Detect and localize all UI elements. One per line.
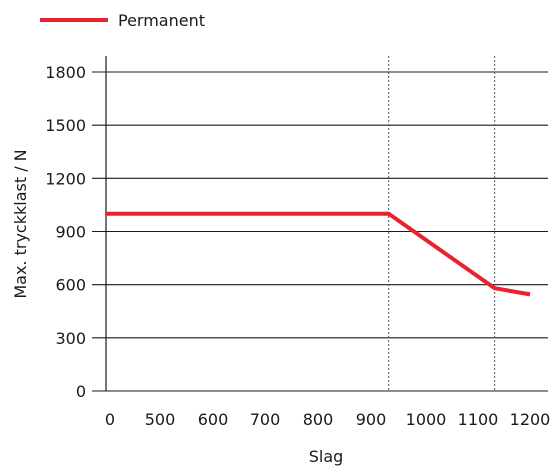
y-tick-label-1200: 1200 [45,169,86,188]
x-tick-label-1200: 1200 [510,410,551,429]
y-tick-label-1500: 1500 [45,116,86,135]
ticks-layer: 0 300 600 900 1200 1500 1800 0 500 600 700 800 900 10… [45,63,550,429]
y-axis-title: Max. tryckklast / N [11,149,30,298]
y-tick-label-300: 300 [55,329,86,348]
y-tick-label-900: 900 [55,223,86,242]
x-tick-label-800: 800 [303,410,334,429]
x-tick-label-500: 500 [145,410,176,429]
x-tick-label-600: 600 [198,410,229,429]
x-axis-title: Slag [309,447,344,466]
legend: Permanent [40,11,205,30]
x-tick-label-1000: 1000 [406,410,447,429]
x-tick-label-0: 0 [105,410,115,429]
grid-layer [92,56,548,392]
x-tick-label-900: 900 [356,410,387,429]
x-tick-label-1100: 1100 [458,410,499,429]
x-tick-label-700: 700 [250,410,281,429]
y-tick-label-600: 600 [55,276,86,295]
series-layer [106,211,531,297]
legend-label-permanent: Permanent [118,11,205,30]
y-tick-label-1800: 1800 [45,63,86,82]
y-tick-label-0: 0 [76,382,86,401]
series-line-permanent [106,211,531,297]
